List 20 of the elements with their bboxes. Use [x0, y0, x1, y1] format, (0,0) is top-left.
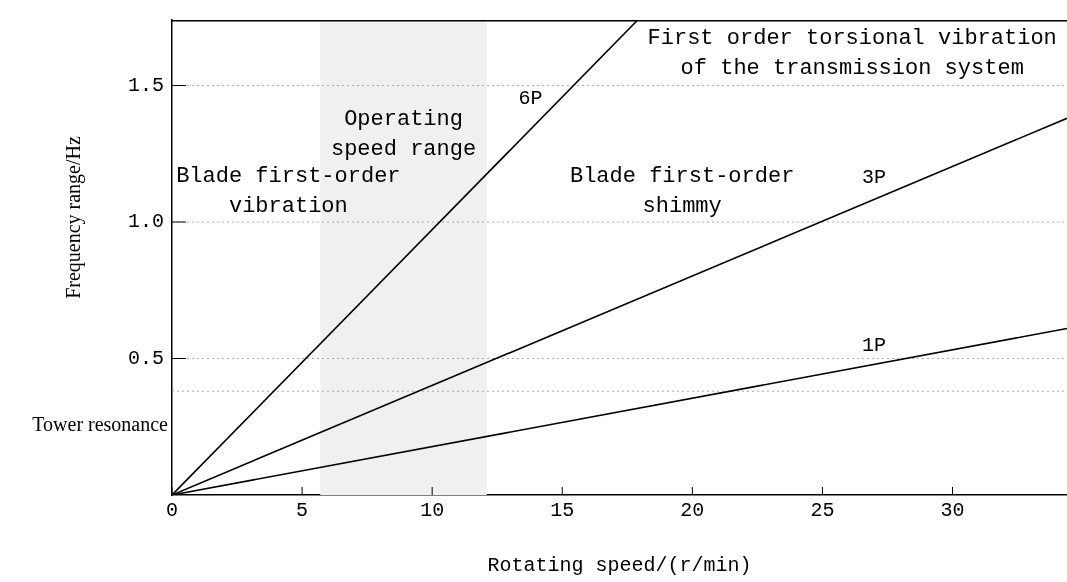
y-tick-label: 1.0: [127, 210, 164, 234]
band-label: Operating speed range: [330, 106, 477, 162]
annotation: Blade first-order shimmy: [569, 163, 795, 219]
series-label: 3P: [861, 165, 887, 189]
annotation: Blade first-order vibration: [176, 163, 401, 219]
annotation: First order torsional vibration of the transmission system: [647, 26, 1057, 82]
ref-line-label: Tower resonance: [32, 412, 169, 435]
x-tick-label: 15: [550, 499, 575, 523]
y-tick-label: 0.5: [127, 346, 164, 370]
x-tick-label: 20: [680, 499, 705, 523]
x-tick-label: 5: [296, 499, 309, 523]
x-tick-label: 10: [420, 499, 445, 523]
x-tick-label: 30: [940, 499, 965, 523]
y-axis-title: Frequency range/Hz: [62, 136, 86, 299]
x-axis-title: Rotating speed/(r/min): [487, 554, 752, 578]
x-tick-label: 25: [810, 499, 835, 523]
x-tick-label: 0: [165, 499, 179, 523]
series-label: 1P: [861, 334, 887, 358]
y-tick-label: 1.5: [127, 73, 164, 97]
series-label: 6P: [518, 87, 543, 111]
